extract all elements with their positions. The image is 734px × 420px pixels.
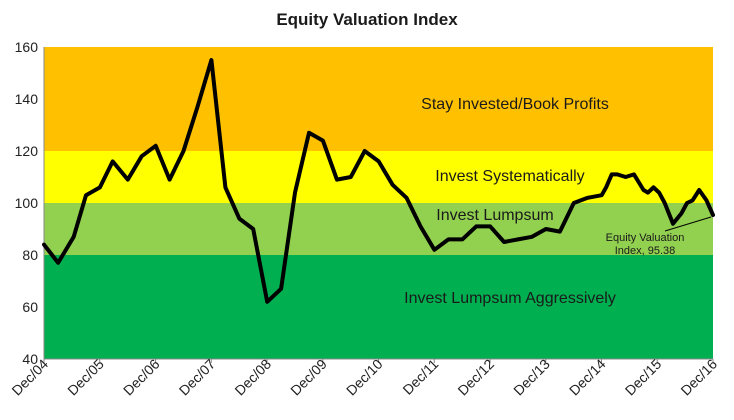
- y-tick-label: 100: [15, 195, 39, 211]
- annotation-leader-line: [664, 216, 712, 232]
- x-tick-label: Dec/09: [287, 356, 330, 399]
- x-tick-label: Dec/10: [343, 356, 386, 399]
- annotation-text-line2: Index, 95.38: [615, 245, 676, 257]
- valuation-bands: Invest Lumpsum Aggressively Invest Lumpsu…: [44, 47, 713, 359]
- y-axis: 40 60 80 100 120 140 160: [15, 39, 45, 367]
- y-tick-label: 140: [15, 91, 39, 107]
- band-1: [44, 203, 713, 255]
- y-tick-label: 120: [15, 143, 39, 159]
- x-tick-label: Dec/07: [176, 356, 219, 399]
- band-label-3: Stay Invested/Book Profits: [421, 96, 609, 113]
- x-tick-label: Dec/15: [622, 356, 665, 399]
- band-3: [44, 47, 713, 151]
- x-tick-label: Dec/08: [231, 356, 274, 399]
- latest-value-annotation: Equity Valuation Index, 95.38: [606, 216, 712, 257]
- series-layer: [42, 58, 715, 304]
- x-tick-label: Dec/13: [510, 356, 553, 399]
- x-tick-label: Dec/11: [399, 356, 441, 398]
- x-tick-label: Dec/05: [64, 356, 107, 399]
- y-tick-label: 160: [15, 39, 39, 55]
- band-0: [44, 255, 713, 359]
- band-label-2: Invest Systematically: [435, 168, 584, 185]
- x-tick-label: Dec/14: [566, 356, 609, 399]
- x-axis: Dec/04 Dec/05 Dec/06 Dec/07 Dec/08 Dec/09 Dec/…: [8, 356, 720, 399]
- x-tick-label: Dec/12: [454, 356, 497, 399]
- y-tick-label: 80: [22, 247, 38, 263]
- x-tick-label: Dec/06: [120, 356, 163, 399]
- x-tick-label: Dec/16: [677, 356, 720, 399]
- series-line-0: [42, 58, 715, 304]
- chart-title: Equity Valuation Index: [276, 10, 458, 29]
- annotation-text-line1: Equity Valuation: [606, 232, 685, 244]
- band-label-0: Invest Lumpsum Aggressively: [404, 290, 616, 307]
- band-label-1: Invest Lumpsum: [436, 207, 553, 224]
- y-tick-label: 60: [22, 299, 38, 315]
- y-tick-label: 40: [22, 351, 38, 367]
